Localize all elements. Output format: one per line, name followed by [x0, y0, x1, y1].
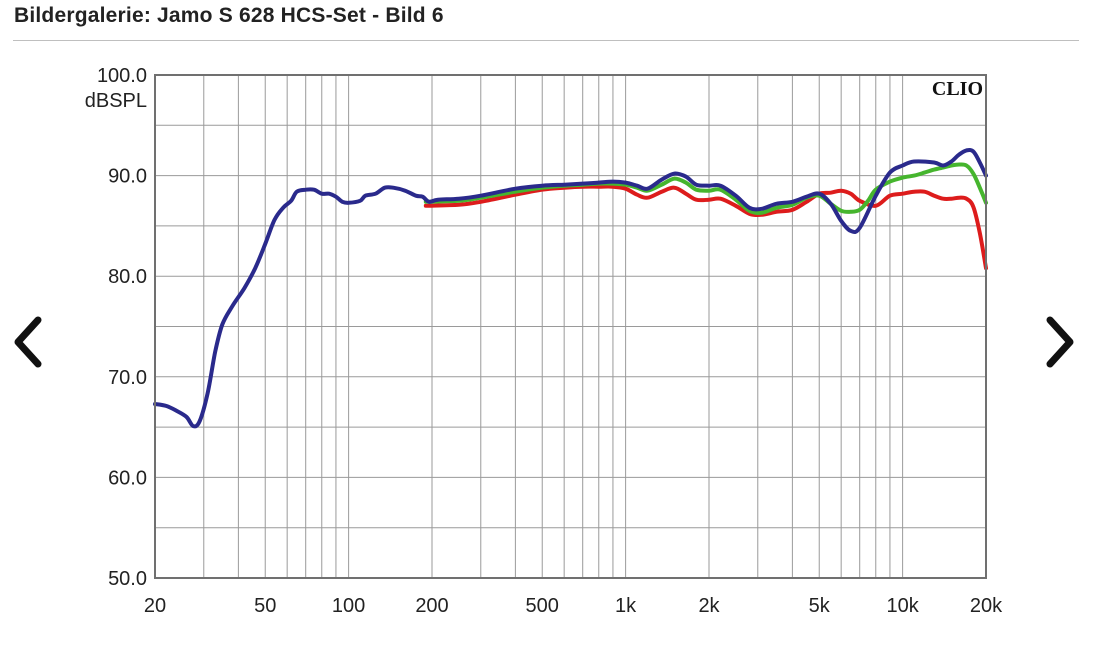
x-tick-label: 20k: [970, 595, 1003, 617]
series-line-3: [423, 184, 988, 271]
x-tick-label: 200: [415, 595, 448, 617]
y-axis-label: dBSPL: [85, 90, 147, 112]
series-layer: [153, 147, 988, 429]
x-tick-label: 1k: [615, 595, 637, 617]
x-tick-label: 5k: [809, 595, 831, 617]
x-tick-label: 20: [144, 595, 166, 617]
y-tick-label: 60.0: [108, 467, 147, 489]
y-tick-label: 100.0: [97, 65, 147, 87]
y-tick-label: 80.0: [108, 266, 147, 288]
y-tick-label: 70.0: [108, 367, 147, 389]
chevron-right-icon: [1046, 316, 1074, 368]
tick-labels: 100.0 90.0 80.0 70.0 60.0 50.0 20 50 100 200 500 1k…: [97, 65, 1003, 617]
y-tick-label: 50.0: [108, 568, 147, 590]
previous-image-button[interactable]: [8, 310, 48, 374]
x-tick-label: 2k: [698, 595, 720, 617]
chevron-left-icon: [14, 316, 42, 368]
x-tick-label: 50: [254, 595, 276, 617]
brand-logo: CLIO: [932, 78, 983, 100]
x-tick-label: 10k: [886, 595, 919, 617]
y-tick-label: 90.0: [108, 166, 147, 188]
page-title: Bildergalerie: Jamo S 628 HCS-Set - Bild…: [14, 4, 444, 27]
next-image-button[interactable]: [1040, 310, 1080, 374]
plot-frame: [154, 74, 987, 579]
series-line-1: [153, 147, 988, 429]
x-tick-label: 500: [526, 595, 559, 617]
title-divider: [13, 40, 1079, 41]
x-tick-label: 100: [332, 595, 365, 617]
